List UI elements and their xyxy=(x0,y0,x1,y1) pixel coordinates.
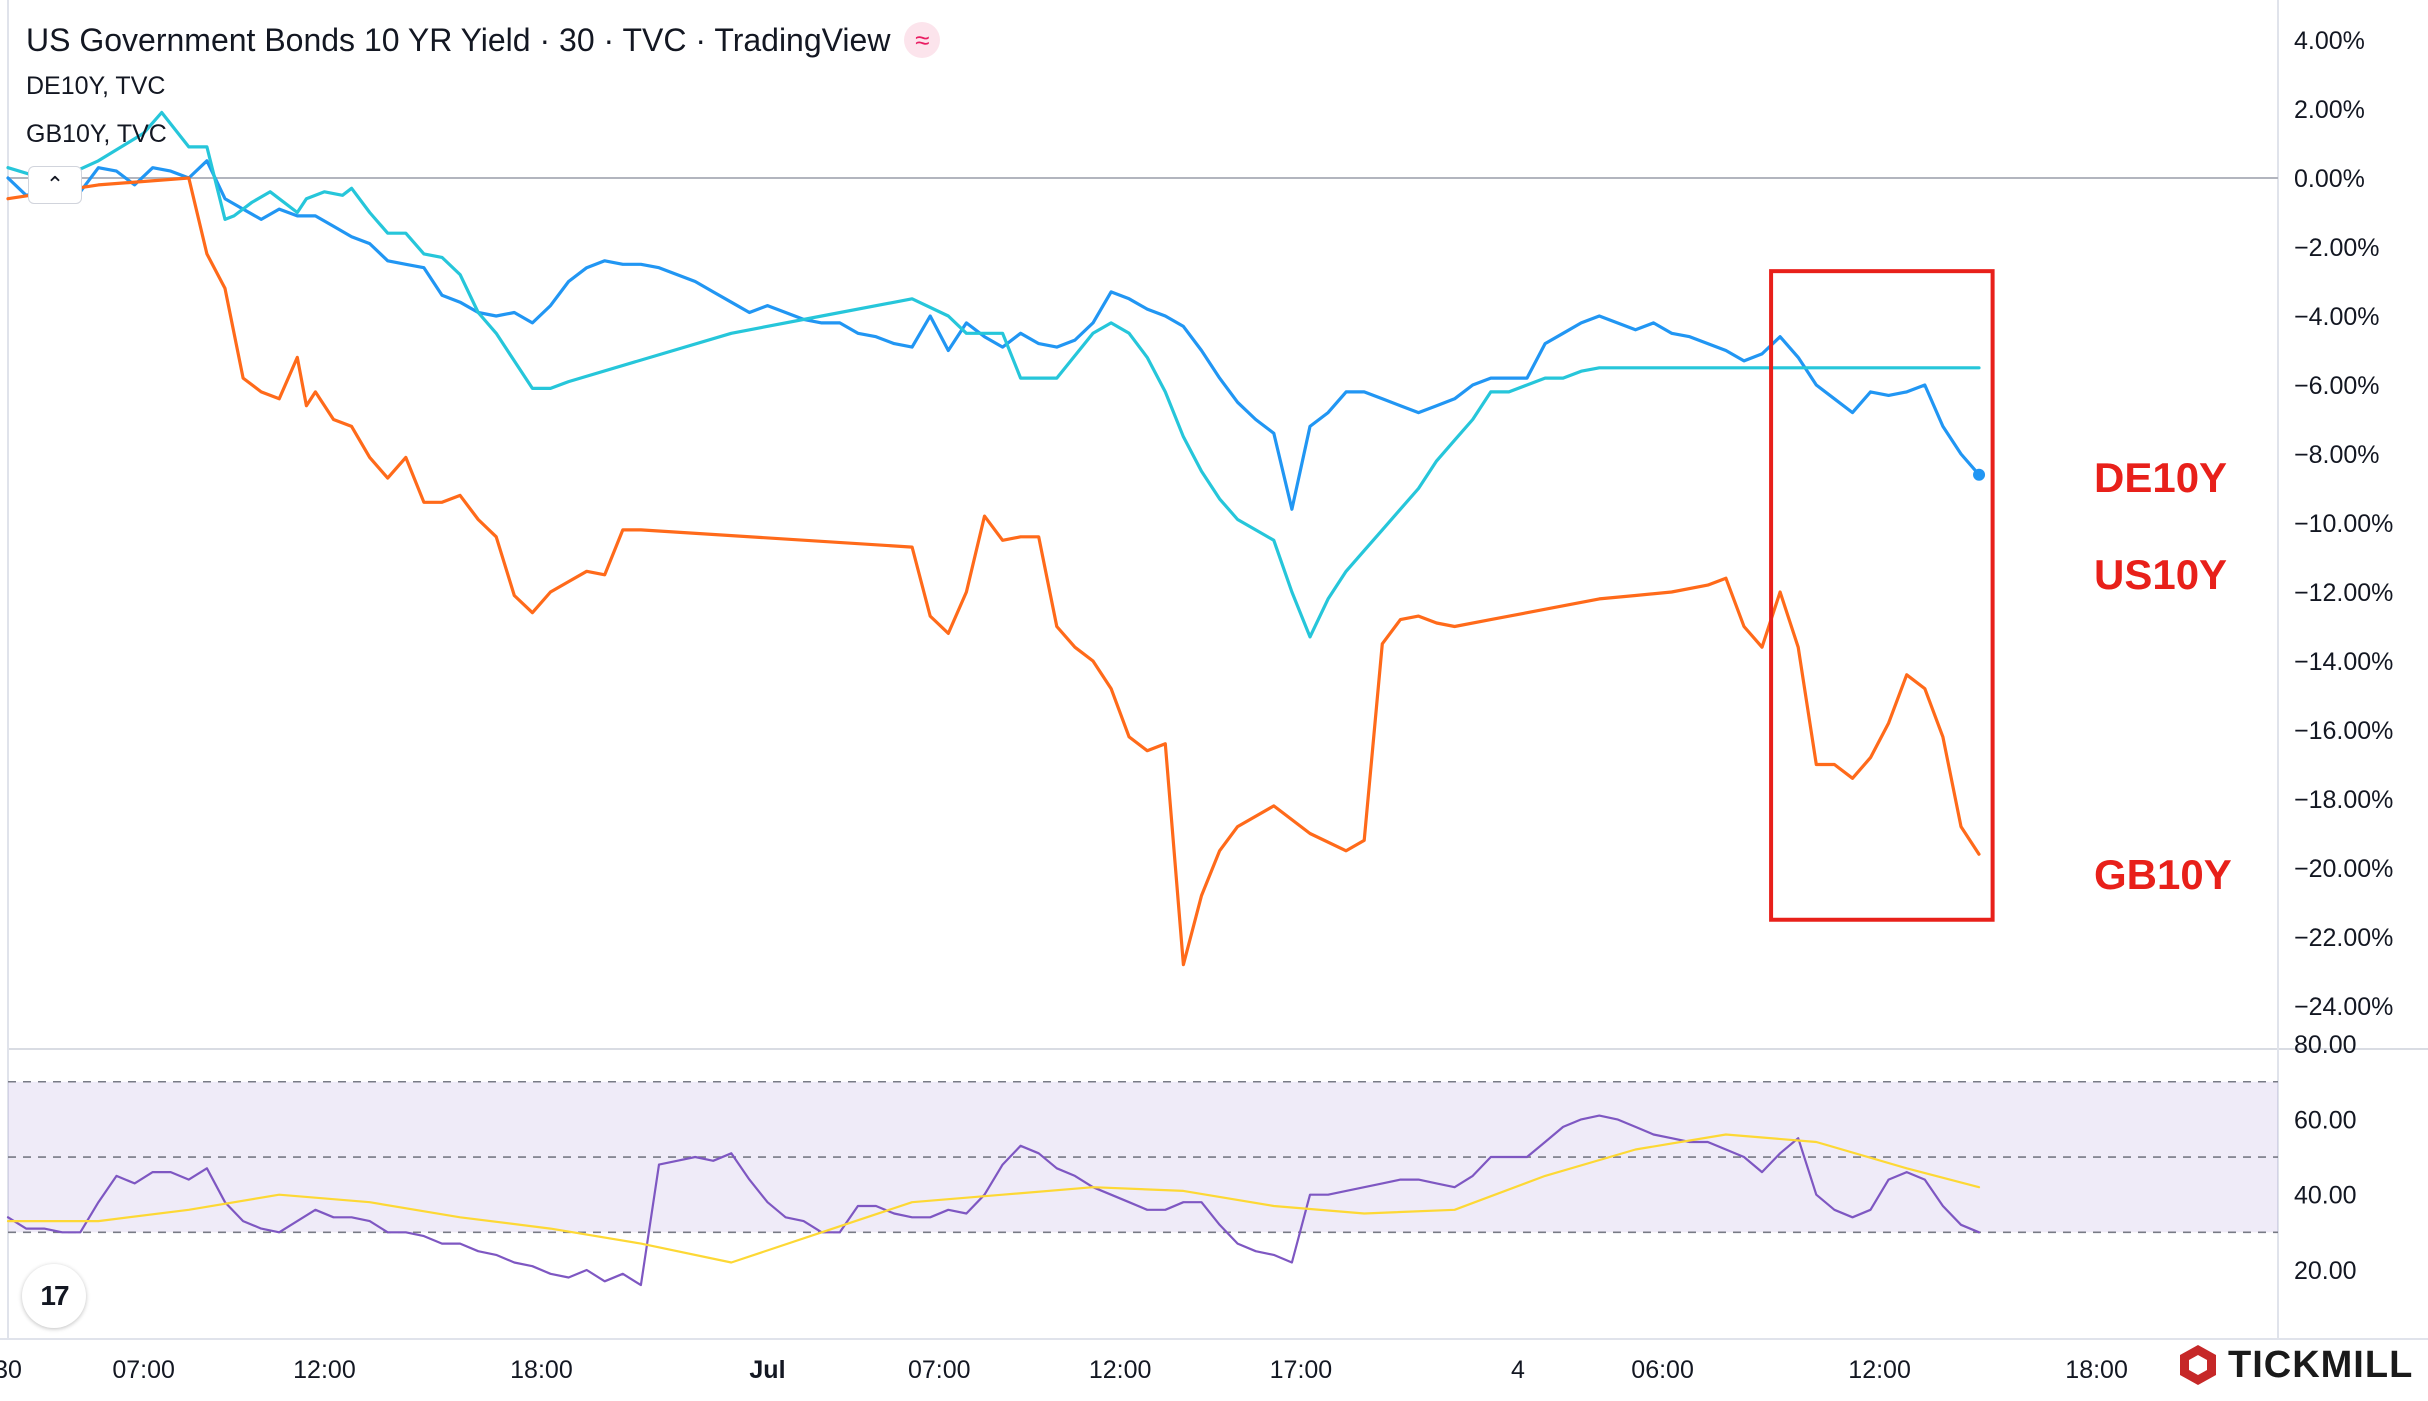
x-tick-label: 12:00 xyxy=(1848,1356,1911,1384)
series-line-gb10y xyxy=(6,176,1981,967)
y-tick-label: −6.00% xyxy=(2294,372,2380,400)
rsi-y-tick-label: 80.00 xyxy=(2294,1031,2357,1059)
x-tick-label: 12:00 xyxy=(293,1356,356,1384)
broker-branding: TICKMILL xyxy=(2176,1343,2413,1387)
y-tick-label: 0.00% xyxy=(2294,165,2365,193)
rsi-line xyxy=(6,1114,1981,1287)
rsi-signal-line xyxy=(6,1133,1981,1264)
highlight-box xyxy=(1769,269,1995,922)
y-tick-label: −16.00% xyxy=(2294,717,2393,745)
legend-row-compare-2[interactable]: GB10Y, TVC xyxy=(26,120,167,148)
x-tick-label: 06:00 xyxy=(1631,1356,1694,1384)
x-tick-label: 4 xyxy=(1511,1356,1525,1384)
x-tick-label: Jul xyxy=(749,1356,785,1384)
collapse-legend-button[interactable]: ⌃ xyxy=(28,166,82,204)
y-tick-label: −8.00% xyxy=(2294,441,2380,469)
x-tick-label: 07:00 xyxy=(908,1356,971,1384)
series-line-us10y xyxy=(6,159,1981,511)
series-line-de10y xyxy=(6,110,1981,639)
y-tick-label: 2.00% xyxy=(2294,96,2365,124)
x-tick-label: 30 xyxy=(0,1356,22,1384)
tickmill-logo-icon xyxy=(2180,1345,2216,1385)
annotation-label-de10y: DE10Y xyxy=(2094,454,2227,501)
chart-legend: US Government Bonds 10 YR Yield · 30 · T… xyxy=(26,18,941,158)
symbol-title-row[interactable]: US Government Bonds 10 YR Yield · 30 · T… xyxy=(26,18,941,62)
annotation-label-gb10y: GB10Y xyxy=(2094,851,2232,898)
last-value-dot xyxy=(1973,468,1986,481)
legend-row-compare-1[interactable]: DE10Y, TVC xyxy=(26,72,166,100)
y-tick-label: −2.00% xyxy=(2294,234,2380,262)
broker-name: TICKMILL xyxy=(2228,1343,2414,1386)
y-tick-label: −24.00% xyxy=(2294,993,2393,1021)
x-tick-label: 18:00 xyxy=(2065,1356,2128,1384)
y-tick-label: −18.00% xyxy=(2294,786,2393,814)
y-tick-label: −12.00% xyxy=(2294,579,2393,607)
x-tick-label: 18:00 xyxy=(510,1356,573,1384)
y-tick-label: 4.00% xyxy=(2294,27,2365,55)
tradingview-logo-icon[interactable]: 17 xyxy=(22,1264,86,1328)
chevron-up-icon: ⌃ xyxy=(45,172,65,197)
wave-icon: ≈ xyxy=(904,22,941,58)
rsi-y-tick-label: 60.00 xyxy=(2294,1106,2357,1134)
y-tick-label: −4.00% xyxy=(2294,303,2380,331)
x-tick-label: 17:00 xyxy=(1270,1356,1333,1384)
rsi-y-tick-label: 20.00 xyxy=(2294,1257,2357,1285)
y-tick-label: −22.00% xyxy=(2294,924,2393,952)
tradingview-logo-mark: 17 xyxy=(40,1280,69,1311)
y-tick-label: −20.00% xyxy=(2294,855,2393,883)
y-tick-label: −14.00% xyxy=(2294,648,2393,676)
rsi-band xyxy=(8,1081,2278,1233)
x-tick-label: 07:00 xyxy=(112,1356,175,1384)
annotation-label-us10y: US10Y xyxy=(2094,551,2227,598)
rsi-y-tick-label: 40.00 xyxy=(2294,1182,2357,1210)
y-tick-label: −10.00% xyxy=(2294,510,2393,538)
symbol-title[interactable]: US Government Bonds 10 YR Yield · 30 · T… xyxy=(26,21,891,58)
x-tick-label: 12:00 xyxy=(1089,1356,1152,1384)
